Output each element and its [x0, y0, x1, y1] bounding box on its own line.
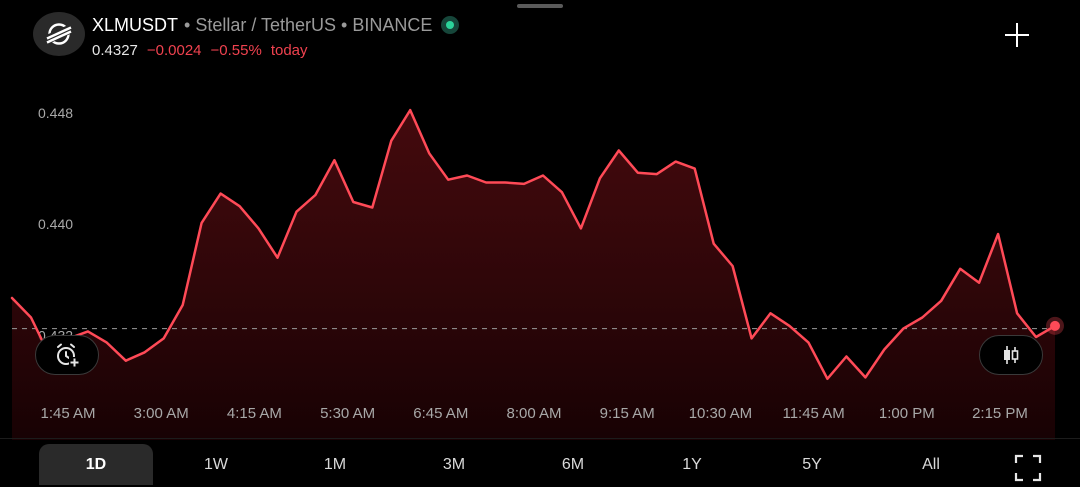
market-status-icon [441, 16, 460, 34]
tab-all[interactable]: All [922, 455, 940, 473]
symbol-header: XLMUSDT • Stellar / TetherUS • BINANCE [92, 13, 460, 37]
x-tick-label: 4:15 AM [226, 405, 282, 422]
price-point [541, 174, 545, 178]
x-tick-label: 6:45 AM [413, 405, 469, 422]
x-tick-label: 1:45 AM [40, 405, 96, 422]
price-point [313, 193, 317, 197]
tab-1d[interactable]: 1D [39, 444, 153, 485]
price-point [901, 327, 905, 331]
price-point [579, 226, 583, 230]
price-point [10, 296, 14, 300]
symbol-description: • Stellar / TetherUS • BINANCE [184, 14, 433, 35]
x-tick-label: 8:00 AM [506, 405, 562, 422]
price-point [731, 264, 735, 268]
x-tick-label: 5:30 AM [320, 405, 376, 422]
price-point [351, 200, 355, 204]
price-point [257, 226, 261, 230]
price-point [370, 206, 374, 210]
price-point [996, 232, 1000, 236]
price-point [238, 204, 242, 208]
symbol-name: XLMUSDT [92, 14, 179, 35]
price-change: −0.0024 [146, 42, 202, 59]
price-point [408, 108, 412, 112]
price-point [712, 242, 716, 246]
price-point [560, 190, 564, 194]
price-line [10, 108, 1057, 381]
price-point [503, 180, 507, 184]
tab-6m[interactable]: 6M [561, 455, 585, 473]
price-point [655, 172, 659, 176]
last-price-dot [1050, 320, 1060, 331]
price-point [427, 151, 431, 155]
drag-handle[interactable] [517, 4, 563, 8]
price-point [920, 316, 924, 320]
price-point [1015, 311, 1019, 315]
price-point [939, 299, 943, 303]
price-point [522, 182, 526, 186]
price-point [275, 256, 279, 260]
tab-3m[interactable]: 3M [442, 455, 466, 473]
candlestick-icon[interactable] [979, 335, 1043, 375]
price-point [332, 158, 336, 162]
price-point [200, 221, 204, 225]
price-area [12, 110, 1055, 440]
price-point [105, 341, 109, 345]
price-point [977, 281, 981, 285]
price-change-percent: −0.55% [210, 42, 262, 59]
y-tick-label: 0.448 [38, 105, 73, 121]
price-point [446, 178, 450, 182]
price-point [143, 350, 147, 354]
price-point [219, 192, 223, 196]
x-tick-label: 2:15 PM [972, 405, 1028, 422]
x-tick-label: 3:00 AM [133, 405, 189, 422]
tab-1m[interactable]: 1M [323, 455, 347, 473]
tab-1w[interactable]: 1W [204, 455, 228, 473]
price-point [484, 180, 488, 184]
fullscreen-icon[interactable] [1014, 454, 1042, 482]
y-tick-label: 0.440 [38, 216, 73, 232]
price-point [636, 171, 640, 175]
price-point [958, 267, 962, 271]
price-point [29, 316, 33, 320]
price-point [769, 311, 773, 315]
x-tick-label: 1:00 PM [878, 405, 935, 422]
tab-1y[interactable]: 1Y [682, 455, 702, 473]
price-point [693, 167, 697, 171]
price-point [788, 324, 792, 328]
price-point [86, 329, 90, 333]
price-point [617, 148, 621, 152]
x-tick-label: 10:30 AM [688, 405, 753, 422]
price-point [674, 160, 678, 164]
price-point [389, 139, 393, 143]
price-point [598, 176, 602, 180]
price-point [124, 359, 128, 363]
price-point [844, 354, 848, 358]
price-point [294, 210, 298, 214]
x-tick-label: 9:15 AM [599, 405, 655, 422]
price-point [750, 336, 754, 340]
price-point [882, 348, 886, 352]
price-point [863, 375, 867, 379]
price-point [162, 336, 166, 340]
timeframe-tabs: 1D 1W 1M 3M 6M 1Y 5Y All [0, 444, 1080, 485]
price-point [181, 303, 185, 307]
stellar-logo-icon [33, 12, 85, 56]
tab-divider [0, 438, 1080, 439]
price-point [806, 341, 810, 345]
alarm-plus-icon[interactable] [35, 335, 99, 375]
plus-icon[interactable] [1004, 22, 1030, 48]
tab-5y[interactable]: 5Y [802, 455, 822, 473]
price-point [825, 377, 829, 381]
x-tick-label: 11:45 AM [782, 405, 845, 422]
change-period: today [270, 42, 308, 59]
last-price: 0.4327 [92, 42, 138, 59]
price-point [465, 174, 469, 178]
price-summary: 0.4327 −0.0024 −0.55% today [92, 42, 308, 59]
